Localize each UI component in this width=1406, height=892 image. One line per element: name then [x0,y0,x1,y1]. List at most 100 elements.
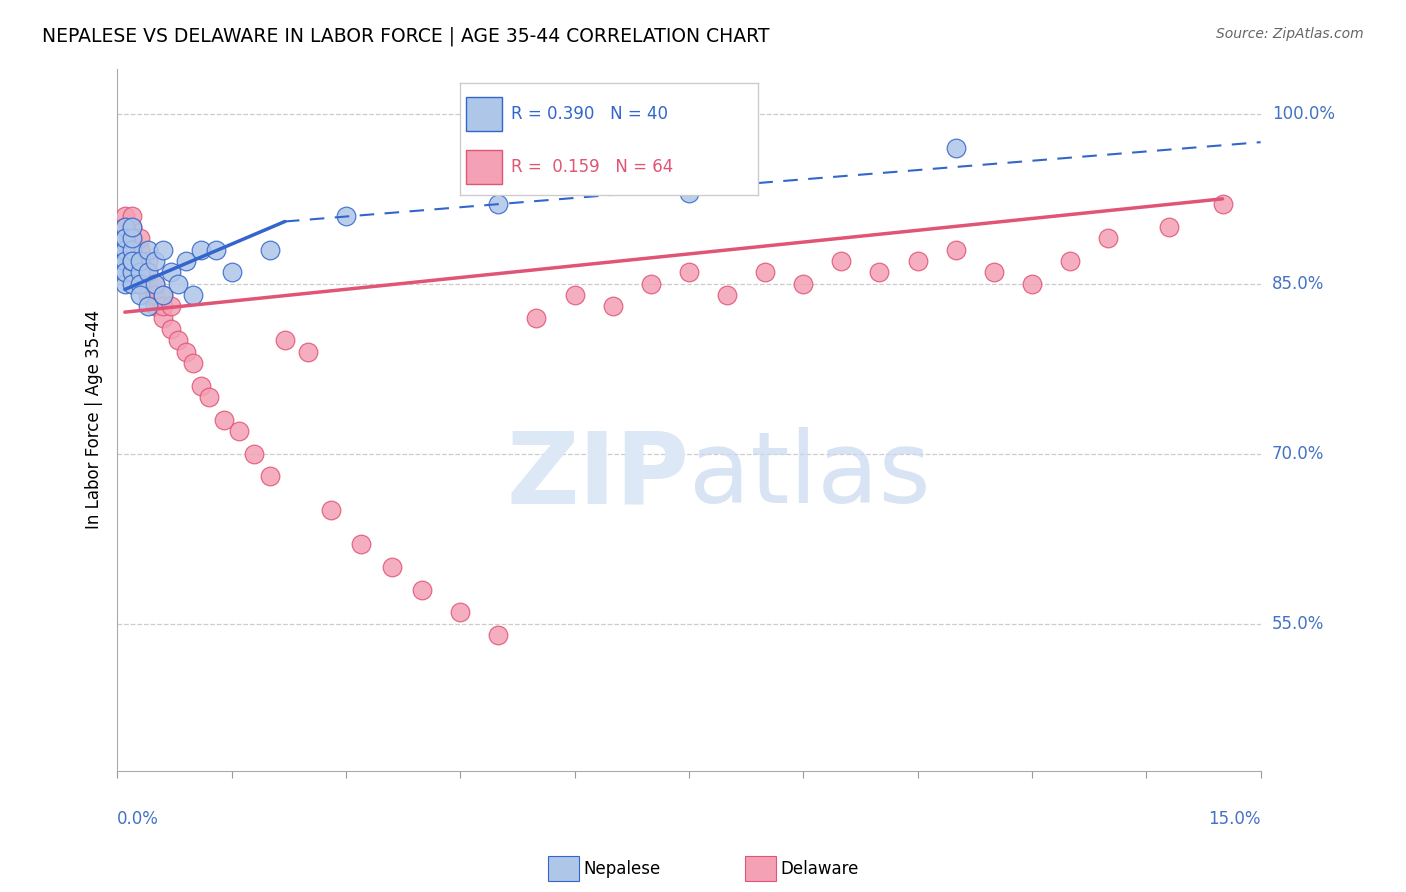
Point [259,469,281,483]
Point [152,288,174,302]
Point [114,209,136,223]
Point [449,606,471,620]
Point [486,197,509,211]
Point [114,243,136,257]
Point [221,265,243,279]
Point [190,379,212,393]
Point [121,277,143,291]
Point [136,265,159,279]
Point [350,537,373,551]
Point [136,265,159,279]
Text: 0.0%: 0.0% [117,810,159,828]
Point [381,560,404,574]
Point [167,334,190,348]
Point [678,265,700,279]
Point [243,447,266,461]
Point [297,344,319,359]
Y-axis label: In Labor Force | Age 35-44: In Labor Force | Age 35-44 [86,310,103,529]
Point [129,265,152,279]
Point [564,288,586,302]
Point [121,220,143,235]
Point [136,243,159,257]
Point [121,209,143,223]
Point [114,254,136,268]
Point [143,277,166,291]
Point [335,209,357,223]
Point [174,344,197,359]
Point [121,254,143,268]
Point [143,254,166,268]
Point [114,231,136,245]
Point [143,300,166,314]
Point [640,277,662,291]
Point [129,277,152,291]
Text: NEPALESE VS DELAWARE IN LABOR FORCE | AGE 35-44 CORRELATION CHART: NEPALESE VS DELAWARE IN LABOR FORCE | AG… [42,27,769,46]
Point [486,628,509,642]
Point [1021,277,1043,291]
Point [121,243,143,257]
Point [319,503,342,517]
Point [114,254,136,268]
Point [159,322,181,336]
Point [114,277,136,291]
Point [983,265,1005,279]
Point [114,220,136,235]
Text: ZIP: ZIP [506,427,689,524]
Point [411,582,433,597]
Point [129,254,152,268]
Point [1159,220,1181,235]
Point [183,356,205,370]
Point [143,288,166,302]
Point [152,288,174,302]
Point [159,300,181,314]
Point [830,254,852,268]
Point [945,243,967,257]
Point [121,254,143,268]
Point [136,300,159,314]
Point [678,186,700,201]
Point [136,277,159,291]
Point [121,231,143,245]
Point [907,254,929,268]
Point [152,310,174,325]
Point [129,265,152,279]
Text: Source: ZipAtlas.com: Source: ZipAtlas.com [1216,27,1364,41]
Point [945,141,967,155]
Point [274,334,297,348]
Point [792,277,814,291]
Point [121,254,143,268]
Point [152,243,174,257]
Point [114,265,136,279]
Point [602,300,624,314]
Text: 85.0%: 85.0% [1272,275,1324,293]
Text: Delaware: Delaware [780,860,859,878]
Point [129,231,152,245]
Point [205,243,228,257]
Point [136,288,159,302]
Point [1059,254,1081,268]
Text: 15.0%: 15.0% [1208,810,1261,828]
Point [121,231,143,245]
Text: 100.0%: 100.0% [1272,105,1334,123]
Point [114,265,136,279]
Point [121,243,143,257]
Point [114,243,136,257]
Point [152,300,174,314]
Point [114,220,136,235]
Point [174,254,197,268]
Point [190,243,212,257]
Point [197,390,219,404]
Point [129,288,152,302]
Point [129,243,152,257]
Point [129,277,152,291]
Point [121,265,143,279]
Point [136,254,159,268]
Point [114,243,136,257]
Point [114,254,136,268]
Text: 55.0%: 55.0% [1272,615,1324,632]
Point [159,265,181,279]
Point [716,288,738,302]
Point [754,265,776,279]
Point [143,277,166,291]
Text: 70.0%: 70.0% [1272,445,1324,463]
